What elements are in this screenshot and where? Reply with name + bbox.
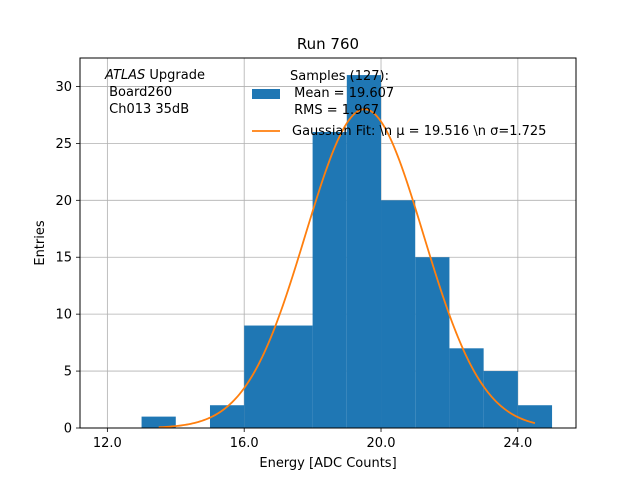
legend-fit-label: Gaussian Fit: \n μ = 19.516 \n σ=1.725	[292, 124, 546, 139]
histogram-bar	[209, 405, 245, 428]
x-tick-label: 16.0	[230, 436, 259, 451]
y-tick-label: 15	[55, 251, 72, 266]
annotation-line-3: Ch013 35dB	[105, 102, 189, 117]
annotation-atlas: ATLAS	[104, 68, 145, 83]
y-tick-label: 25	[55, 137, 72, 152]
y-tick-label: 5	[64, 365, 72, 380]
y-tick-label: 10	[55, 308, 72, 323]
chart-title: Run 760	[297, 35, 359, 53]
legend-hist-line-2: Mean = 19.607	[290, 86, 394, 101]
legend-hist-line-3: RMS = 1.967	[290, 103, 379, 118]
legend-hist-line-1: Samples (127):	[290, 69, 389, 84]
annotation-line-2: Board260	[105, 85, 172, 100]
x-tick-label: 20.0	[367, 436, 396, 451]
histogram-bar	[244, 325, 313, 428]
x-axis-label: Energy [ADC Counts]	[259, 456, 396, 471]
annotation-upgrade: Upgrade	[145, 68, 205, 83]
y-tick-label: 30	[55, 80, 72, 95]
gaussian-fit-curve	[158, 108, 536, 429]
y-axis-ticks: 0 5 10 15 20 25 30	[55, 80, 80, 437]
histogram-bar	[141, 416, 176, 428]
histogram-bar	[381, 200, 416, 428]
y-tick-label: 0	[64, 422, 72, 437]
histogram-bar	[346, 75, 382, 429]
histogram-bar	[415, 257, 450, 428]
histogram-bar	[449, 348, 484, 428]
legend-histogram-swatch	[252, 89, 280, 99]
histogram-bar	[483, 371, 518, 428]
x-tick-label: 24.0	[503, 436, 532, 451]
plot-frame	[79, 57, 577, 429]
histogram-bar	[517, 405, 553, 428]
histogram-bars	[141, 75, 553, 429]
legend: Samples (127): Mean = 19.607 RMS = 1.967…	[252, 69, 546, 139]
x-tick-label: 12.0	[93, 436, 122, 451]
atlas-annotation: ATLAS Upgrade Board260 Ch013 35dB	[104, 68, 205, 117]
annotation-line-1: ATLAS Upgrade	[104, 68, 205, 83]
y-tick-label: 20	[55, 194, 72, 209]
x-axis-ticks: 12.0 16.0 20.0 24.0	[93, 428, 532, 451]
y-axis-label: Entries	[33, 220, 48, 266]
histogram-bar	[312, 132, 347, 428]
